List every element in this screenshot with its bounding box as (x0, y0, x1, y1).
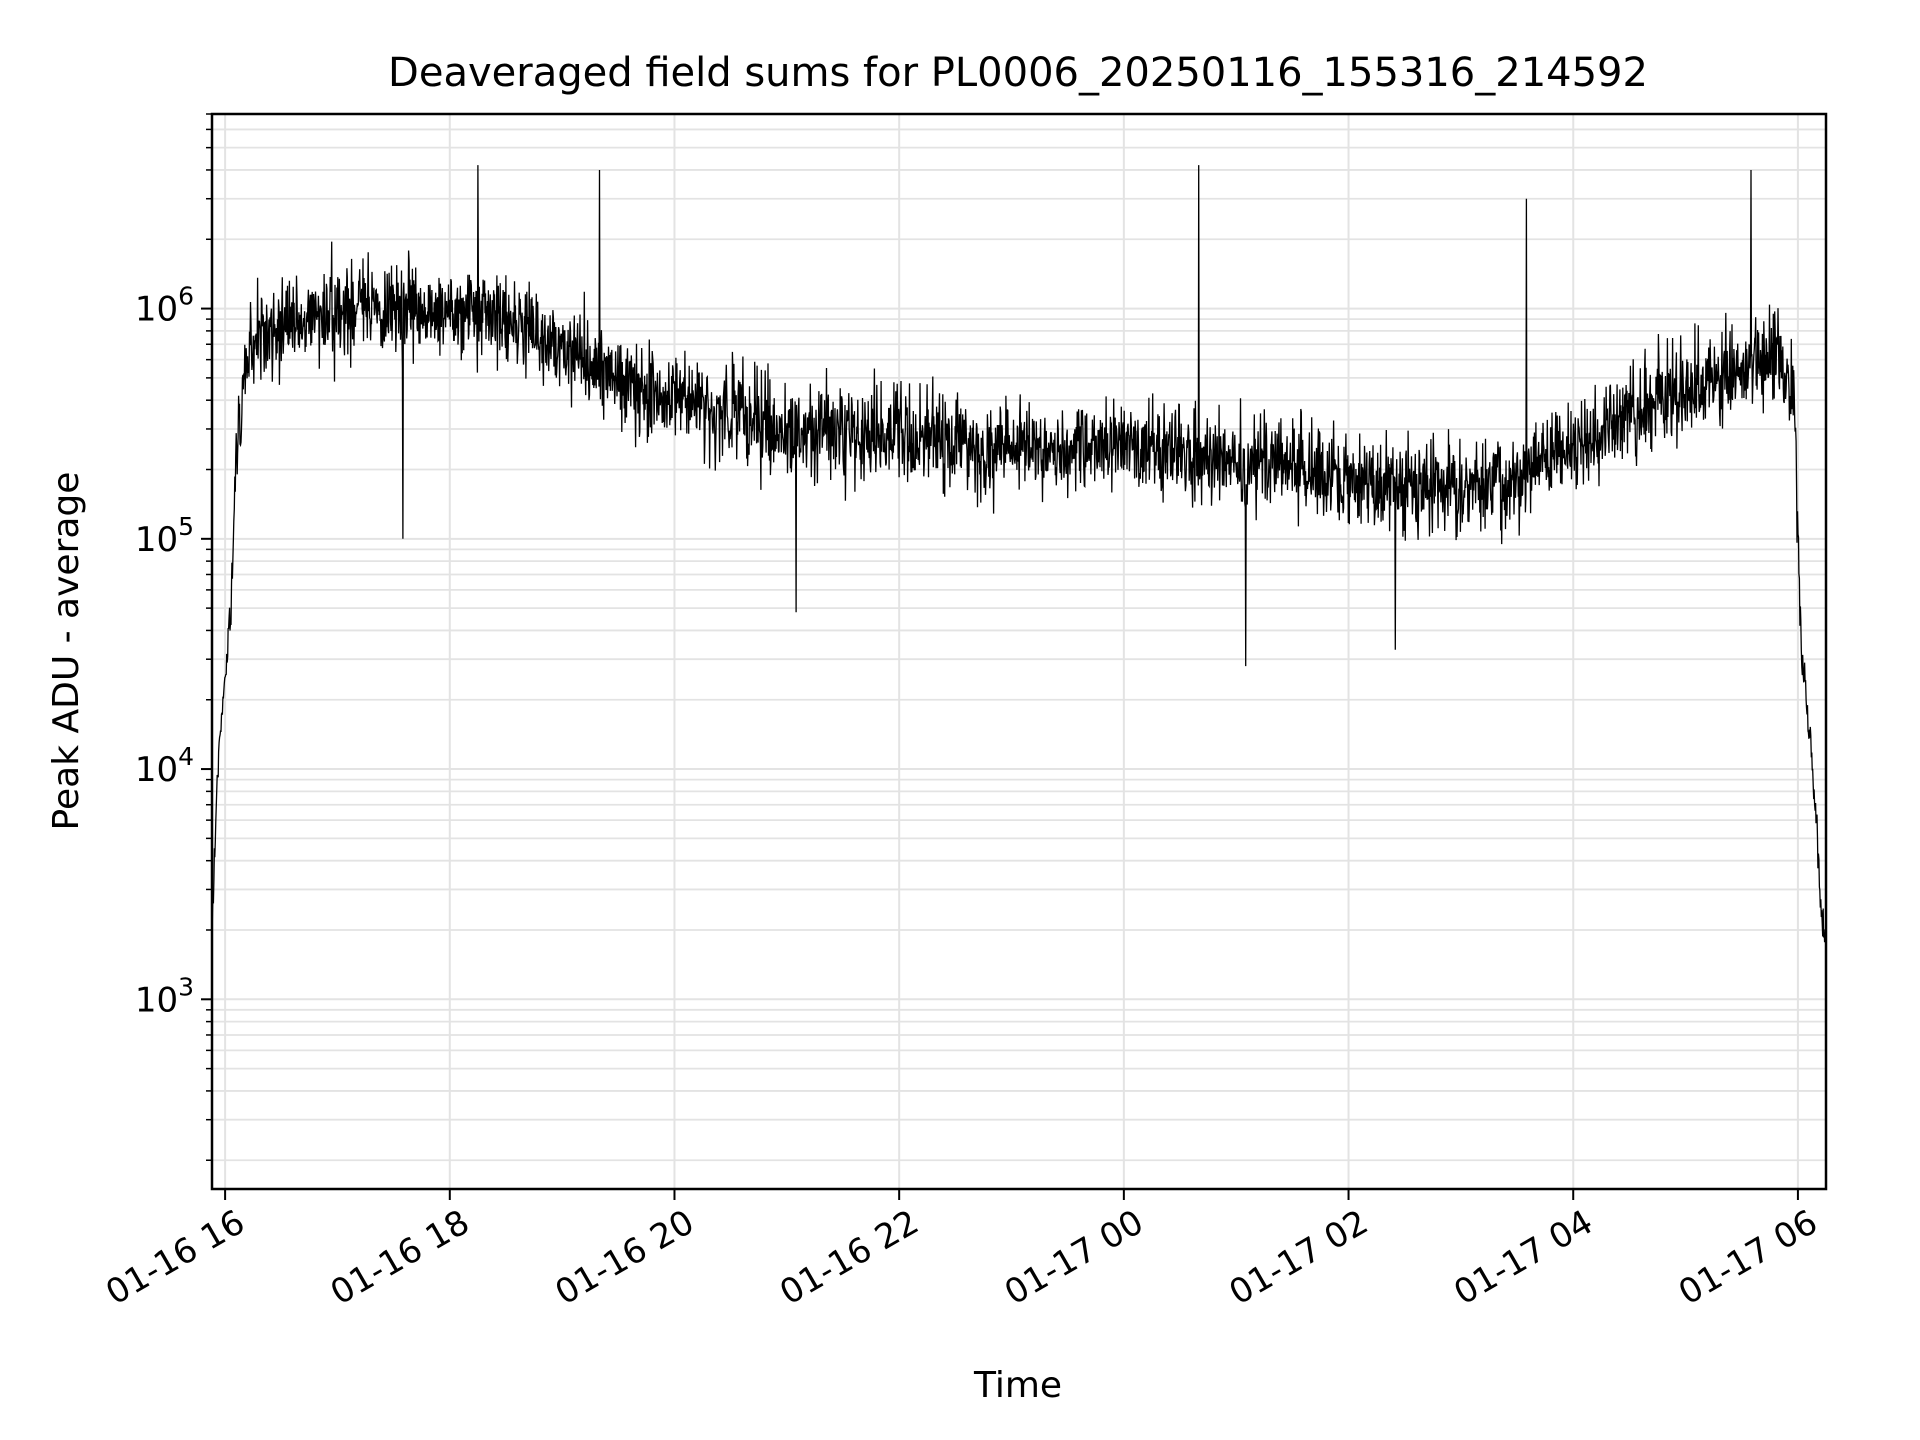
grid (212, 113, 1826, 1189)
x-tick-label: 01-17 00 (998, 1202, 1150, 1313)
x-tick-label: 01-16 20 (549, 1202, 701, 1313)
axes-frame (210, 112, 1828, 1191)
x-tick-label: 01-16 18 (324, 1202, 476, 1313)
x-tick-label: 01-16 22 (773, 1202, 925, 1313)
x-tick-label: 01-16 16 (99, 1202, 251, 1313)
y-tick-label: 106 (135, 282, 194, 330)
chart-title: Deaveraged field sums for PL0006_2025011… (388, 50, 1648, 96)
x-tick-label: 01-17 04 (1447, 1202, 1599, 1313)
x-tick-label: 01-17 02 (1223, 1202, 1375, 1313)
x-axis-label: Time (973, 1365, 1062, 1406)
y-tick-label: 104 (135, 742, 194, 790)
x-tick-label: 01-17 06 (1672, 1202, 1824, 1313)
series-line (211, 165, 1827, 943)
y-tick-label: 105 (135, 512, 194, 560)
plot-area (211, 165, 1827, 943)
y-axis-label: Peak ADU - average (46, 472, 87, 831)
y-tick-label: 103 (135, 972, 194, 1020)
